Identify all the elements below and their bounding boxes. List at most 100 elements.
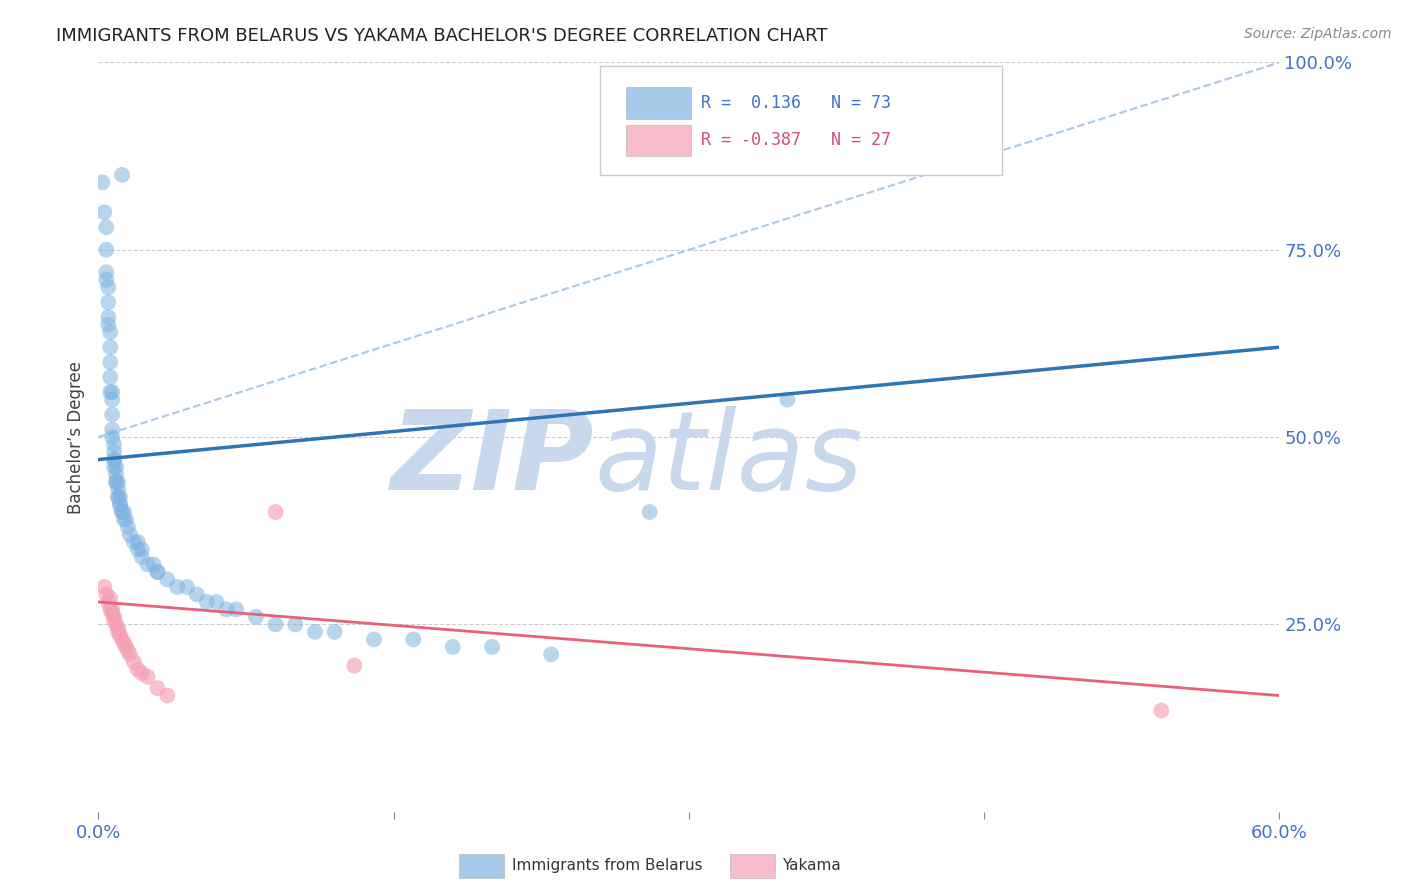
- Point: [264, 505, 287, 519]
- Point: [98, 385, 121, 400]
- Point: [117, 520, 139, 534]
- Point: [115, 512, 138, 526]
- Point: [284, 617, 307, 632]
- Point: [105, 475, 128, 489]
- FancyBboxPatch shape: [730, 854, 775, 878]
- Point: [343, 658, 366, 673]
- Point: [93, 580, 115, 594]
- Point: [103, 445, 125, 459]
- Point: [166, 580, 188, 594]
- Point: [98, 602, 121, 616]
- Point: [97, 310, 120, 325]
- Point: [363, 632, 385, 647]
- Point: [304, 624, 326, 639]
- Point: [108, 498, 131, 512]
- Point: [111, 505, 134, 519]
- Point: [142, 558, 165, 572]
- Point: [101, 606, 124, 620]
- Point: [195, 595, 218, 609]
- Point: [103, 452, 125, 467]
- Point: [107, 621, 129, 635]
- Point: [136, 558, 159, 572]
- Point: [96, 587, 118, 601]
- Text: R = -0.387   N = 27: R = -0.387 N = 27: [700, 131, 891, 149]
- Point: [107, 490, 129, 504]
- FancyBboxPatch shape: [626, 125, 692, 156]
- Point: [127, 662, 149, 676]
- Point: [264, 617, 287, 632]
- Point: [91, 175, 114, 189]
- Point: [108, 498, 131, 512]
- Point: [98, 340, 121, 354]
- Point: [540, 648, 562, 662]
- Point: [101, 385, 124, 400]
- Point: [96, 265, 118, 279]
- Point: [107, 490, 129, 504]
- Point: [156, 573, 179, 587]
- Point: [112, 505, 135, 519]
- Point: [108, 629, 131, 643]
- Point: [146, 681, 169, 695]
- Point: [118, 648, 141, 662]
- FancyBboxPatch shape: [626, 87, 692, 119]
- Text: atlas: atlas: [595, 406, 863, 513]
- Point: [97, 295, 120, 310]
- Point: [127, 542, 149, 557]
- Point: [111, 505, 134, 519]
- Point: [107, 483, 129, 497]
- Point: [101, 423, 124, 437]
- Point: [186, 587, 208, 601]
- Point: [103, 460, 125, 475]
- Point: [93, 205, 115, 219]
- Text: IMMIGRANTS FROM BELARUS VS YAKAMA BACHELOR'S DEGREE CORRELATION CHART: IMMIGRANTS FROM BELARUS VS YAKAMA BACHEL…: [56, 27, 828, 45]
- Point: [115, 640, 138, 654]
- Point: [105, 460, 128, 475]
- Point: [215, 602, 238, 616]
- Point: [323, 624, 346, 639]
- Text: R =  0.136   N = 73: R = 0.136 N = 73: [700, 94, 891, 112]
- Point: [146, 565, 169, 579]
- Point: [107, 475, 129, 489]
- Point: [105, 617, 128, 632]
- Point: [101, 602, 124, 616]
- Point: [481, 640, 503, 654]
- Point: [131, 549, 153, 564]
- Point: [118, 527, 141, 541]
- FancyBboxPatch shape: [600, 66, 1002, 175]
- Point: [146, 565, 169, 579]
- Point: [103, 610, 125, 624]
- Point: [112, 636, 135, 650]
- Point: [96, 220, 118, 235]
- Point: [122, 535, 145, 549]
- Point: [97, 280, 120, 294]
- Point: [97, 318, 120, 332]
- Point: [111, 632, 134, 647]
- Point: [98, 355, 121, 369]
- Point: [97, 595, 120, 609]
- Text: Immigrants from Belarus: Immigrants from Belarus: [512, 858, 703, 873]
- Point: [131, 542, 153, 557]
- Point: [101, 408, 124, 422]
- Point: [105, 467, 128, 482]
- Point: [103, 614, 125, 628]
- Point: [105, 475, 128, 489]
- Point: [101, 392, 124, 407]
- Point: [103, 437, 125, 451]
- Point: [117, 643, 139, 657]
- Text: Yakama: Yakama: [782, 858, 841, 873]
- Point: [1150, 704, 1173, 718]
- Point: [96, 273, 118, 287]
- Point: [776, 392, 799, 407]
- Point: [638, 505, 661, 519]
- Y-axis label: Bachelor’s Degree: Bachelor’s Degree: [66, 360, 84, 514]
- Text: ZIP: ZIP: [391, 406, 595, 513]
- Point: [176, 580, 198, 594]
- Point: [245, 610, 267, 624]
- Point: [127, 535, 149, 549]
- Point: [111, 168, 134, 182]
- Text: Source: ZipAtlas.com: Source: ZipAtlas.com: [1244, 27, 1392, 41]
- Point: [136, 670, 159, 684]
- Point: [122, 655, 145, 669]
- Point: [156, 689, 179, 703]
- Point: [108, 490, 131, 504]
